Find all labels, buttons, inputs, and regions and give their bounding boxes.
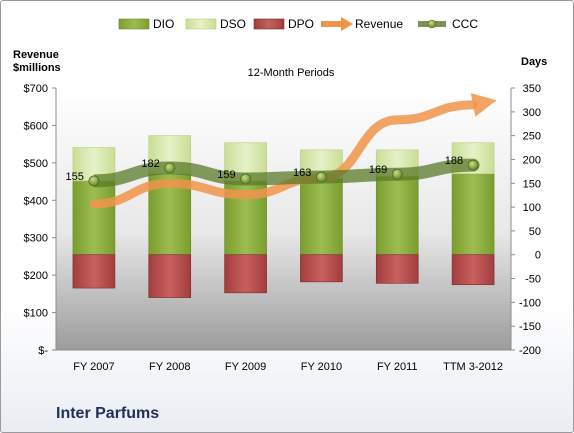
right-tick-label: -200: [519, 345, 541, 357]
dpo-bar: [72, 254, 116, 289]
ccc-data-label: 188: [445, 155, 463, 167]
right-tick-label: 250: [523, 131, 541, 143]
revenue-arrowhead: [470, 93, 497, 117]
left-tick-label: $600: [24, 120, 48, 132]
left-tick-label: $200: [24, 270, 48, 282]
legend-arrowhead-revenue: [341, 17, 353, 31]
right-tick-label: 300: [523, 107, 541, 119]
left-tick-label: $500: [24, 158, 48, 170]
right-tick-label: 350: [523, 83, 541, 95]
ccc-marker: [467, 159, 479, 171]
right-tick-label: -100: [519, 297, 541, 309]
right-axis-title: Days: [521, 56, 547, 68]
category-label: FY 2010: [301, 361, 342, 373]
dio-bar: [72, 180, 116, 256]
legend-swatch-dso: [185, 18, 217, 30]
right-axis-ticks: -200 -150 -100 -50 0 50 100 150 200 250 300 350: [511, 83, 541, 357]
legend-swatch-dpo: [253, 18, 285, 30]
right-tick-label: 150: [523, 178, 541, 190]
category-label: FY 2011: [377, 361, 418, 373]
ccc-data-label: 182: [141, 158, 159, 170]
ccc-marker: [240, 173, 251, 185]
dpo-bar: [148, 254, 192, 298]
category-label: FY 2007: [73, 361, 114, 373]
left-tick-label: $300: [24, 233, 48, 245]
left-tick-label: $-: [38, 345, 48, 357]
ccc-line: [89, 158, 480, 188]
dio-bar: [451, 173, 495, 256]
ccc-data-label: 163: [293, 167, 311, 179]
dpo-bar: [451, 254, 495, 286]
right-tick-label: 200: [523, 154, 541, 166]
legend-label-dpo: DPO: [288, 17, 314, 31]
legend-label-dso: DSO: [220, 17, 246, 31]
left-axis-ticks: $- $100 $200 $300 $400 $500 $600 $700: [24, 83, 56, 357]
category-label: FY 2008: [149, 361, 190, 373]
chart-subtitle: 12-Month Periods: [248, 67, 335, 79]
dpo-bar: [375, 254, 419, 284]
category-labels: FY 2007 FY 2008 FY 2009 FY 2010 FY 2011 TTM 3…: [73, 361, 503, 373]
ccc-marker: [164, 162, 176, 174]
plot-area: [56, 88, 511, 350]
dpo-bar: [300, 254, 343, 283]
legend-label-dio: DIO: [153, 17, 174, 31]
category-label: TTM 3-2012: [443, 361, 503, 373]
ccc-marker: [316, 171, 327, 183]
left-tick-label: $700: [24, 83, 48, 95]
dio-bar: [300, 178, 343, 256]
legend-label-ccc: CCC: [452, 17, 478, 31]
legend: DIO DSO DPO Revenue CCC: [118, 17, 478, 31]
ccc-series: 155 182 159 163 169 188: [66, 155, 480, 188]
category-label: FY 2009: [225, 361, 266, 373]
right-tick-label: 0: [535, 250, 541, 262]
legend-swatch-dio: [118, 18, 150, 30]
dpo-bar: [224, 254, 267, 294]
left-axis-title-line2: $millions: [13, 62, 61, 74]
ccc-marker: [88, 175, 100, 187]
right-tick-label: -50: [525, 274, 541, 286]
ccc-marker: [391, 168, 403, 180]
right-tick-label: -150: [519, 321, 541, 333]
ccc-data-label: 155: [66, 171, 84, 183]
ccc-data-label: 169: [369, 164, 387, 176]
legend-label-revenue: Revenue: [355, 17, 403, 31]
left-tick-label: $100: [24, 308, 48, 320]
company-name: Inter Parfums: [56, 405, 160, 422]
right-tick-label: 100: [523, 202, 541, 214]
legend-marker-ccc: [427, 19, 437, 29]
left-tick-label: $400: [24, 195, 48, 207]
left-axis-title-line1: Revenue: [13, 49, 59, 61]
ccc-data-label: 159: [217, 169, 235, 181]
right-tick-label: 50: [529, 226, 541, 238]
dio-bar: [375, 175, 419, 256]
